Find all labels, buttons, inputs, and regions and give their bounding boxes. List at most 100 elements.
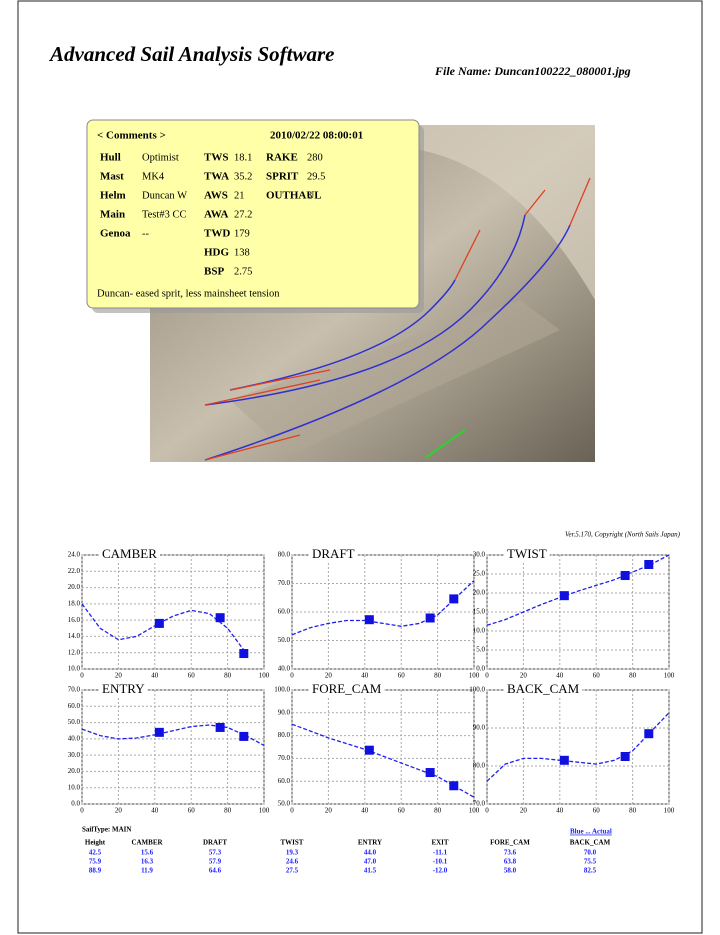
comment-field: 179	[234, 228, 250, 239]
table-cell: 11.9	[141, 867, 153, 875]
comments-box	[87, 120, 419, 308]
x-tick-label: 0	[290, 807, 294, 815]
comment-field: 2.75	[234, 266, 252, 277]
x-tick-label: 0	[485, 672, 489, 680]
y-tick-label: 20.0	[473, 589, 486, 597]
x-tick-label: 20	[115, 807, 123, 815]
y-tick-label: 25.0	[473, 570, 486, 578]
comment-field: SPRIT	[266, 171, 299, 183]
y-tick-label: 30.0	[473, 551, 486, 559]
plot-area	[292, 690, 474, 804]
comment-field: 18.1	[234, 152, 252, 163]
table-cell: 16.3	[141, 858, 154, 866]
comment-field: --	[142, 228, 149, 239]
comment-field: Helm	[100, 190, 126, 202]
y-tick-label: 50.0	[68, 718, 81, 726]
y-tick-label: 50.0	[278, 636, 291, 644]
x-tick-label: 60	[593, 807, 601, 815]
x-tick-label: 80	[629, 672, 637, 680]
y-tick-label: 90.0	[278, 708, 291, 716]
table-cell: -12.0	[433, 867, 448, 875]
comment-field: MK4	[142, 171, 165, 182]
comment-field: 27.2	[234, 209, 252, 220]
y-tick-label: 60.0	[68, 702, 81, 710]
x-tick-label: 40	[151, 807, 159, 815]
data-point	[365, 746, 374, 755]
data-point	[560, 591, 569, 600]
y-tick-label: 16.0	[68, 616, 81, 624]
data-point	[449, 781, 458, 790]
comment-field: Mast	[100, 171, 124, 183]
comment-field: Main	[100, 209, 125, 221]
comment-field: Genoa	[100, 228, 131, 240]
table-cell: 47.0	[364, 858, 377, 866]
comment-field: 3	[307, 190, 312, 201]
table-cell: 70.0	[584, 849, 597, 857]
table-legend: Blue ... Actual	[570, 828, 612, 836]
y-tick-label: 70.0	[278, 754, 291, 762]
data-point	[239, 649, 248, 658]
y-tick-label: 30.0	[68, 751, 81, 759]
y-tick-label: 12.0	[68, 648, 81, 656]
data-point	[644, 729, 653, 738]
x-tick-label: 20	[520, 807, 528, 815]
comment-field: BSP	[204, 266, 224, 278]
y-tick-label: 0.0	[71, 800, 80, 808]
y-tick-label: 80.0	[278, 731, 291, 739]
comment-field: 35.2	[234, 171, 252, 182]
plot-area	[82, 690, 264, 804]
y-tick-label: 5.0	[476, 646, 485, 654]
x-tick-label: 60	[188, 807, 196, 815]
data-point	[155, 619, 164, 628]
y-tick-label: 20.0	[68, 583, 81, 591]
x-tick-label: 20	[325, 807, 333, 815]
table-header: FORE_CAM	[490, 839, 530, 847]
comment-field: TWA	[204, 171, 229, 183]
chart-title: DRAFT	[312, 546, 355, 561]
table-cell: 42.5	[89, 849, 102, 857]
data-point	[621, 571, 630, 580]
comment-field: AWS	[204, 190, 228, 202]
table-header: BACK_CAM	[570, 839, 611, 847]
page: Advanced Sail Analysis Software File Nam…	[0, 0, 720, 935]
x-tick-label: 40	[556, 807, 564, 815]
plot-area	[82, 555, 264, 669]
table-cell: 19.3	[286, 849, 299, 857]
y-tick-label: 40.0	[68, 734, 81, 742]
table-cell: -11.1	[433, 849, 448, 857]
x-tick-label: 100	[469, 807, 480, 815]
data-point	[239, 732, 248, 741]
x-tick-label: 100	[259, 807, 270, 815]
comment-field: Test#3 CC	[142, 209, 186, 220]
data-point	[426, 613, 435, 622]
y-tick-label: 10.0	[473, 627, 486, 635]
data-point	[621, 752, 630, 761]
x-tick-label: 100	[664, 807, 675, 815]
chart-title: TWIST	[507, 546, 547, 561]
y-tick-label: 22.0	[68, 567, 81, 575]
x-tick-label: 40	[361, 807, 369, 815]
data-point	[365, 615, 374, 624]
comment-field: Duncan W	[142, 190, 187, 201]
x-tick-label: 20	[520, 672, 528, 680]
table-cell: 82.5	[584, 867, 597, 875]
x-tick-label: 80	[434, 807, 442, 815]
y-tick-label: 10.0	[68, 783, 81, 791]
x-tick-label: 20	[115, 672, 123, 680]
y-tick-label: 10.0	[68, 665, 81, 673]
table-header: DRAFT	[203, 839, 227, 847]
x-tick-label: 40	[556, 672, 564, 680]
table-cell: 27.5	[286, 867, 299, 875]
y-tick-label: 50.0	[278, 800, 291, 808]
y-tick-label: 18.0	[68, 599, 81, 607]
x-tick-label: 0	[290, 672, 294, 680]
comment-field: OUTHAUL	[266, 190, 322, 202]
plot-area	[487, 555, 669, 669]
table-cell: -10.1	[433, 858, 448, 866]
table-cell: 15.6	[141, 849, 154, 857]
comments-note: Duncan- eased sprit, less mainsheet tens…	[97, 288, 280, 299]
x-tick-label: 80	[629, 807, 637, 815]
y-tick-label: 100.0	[469, 686, 485, 694]
x-tick-label: 40	[151, 672, 159, 680]
x-tick-label: 0	[80, 672, 84, 680]
